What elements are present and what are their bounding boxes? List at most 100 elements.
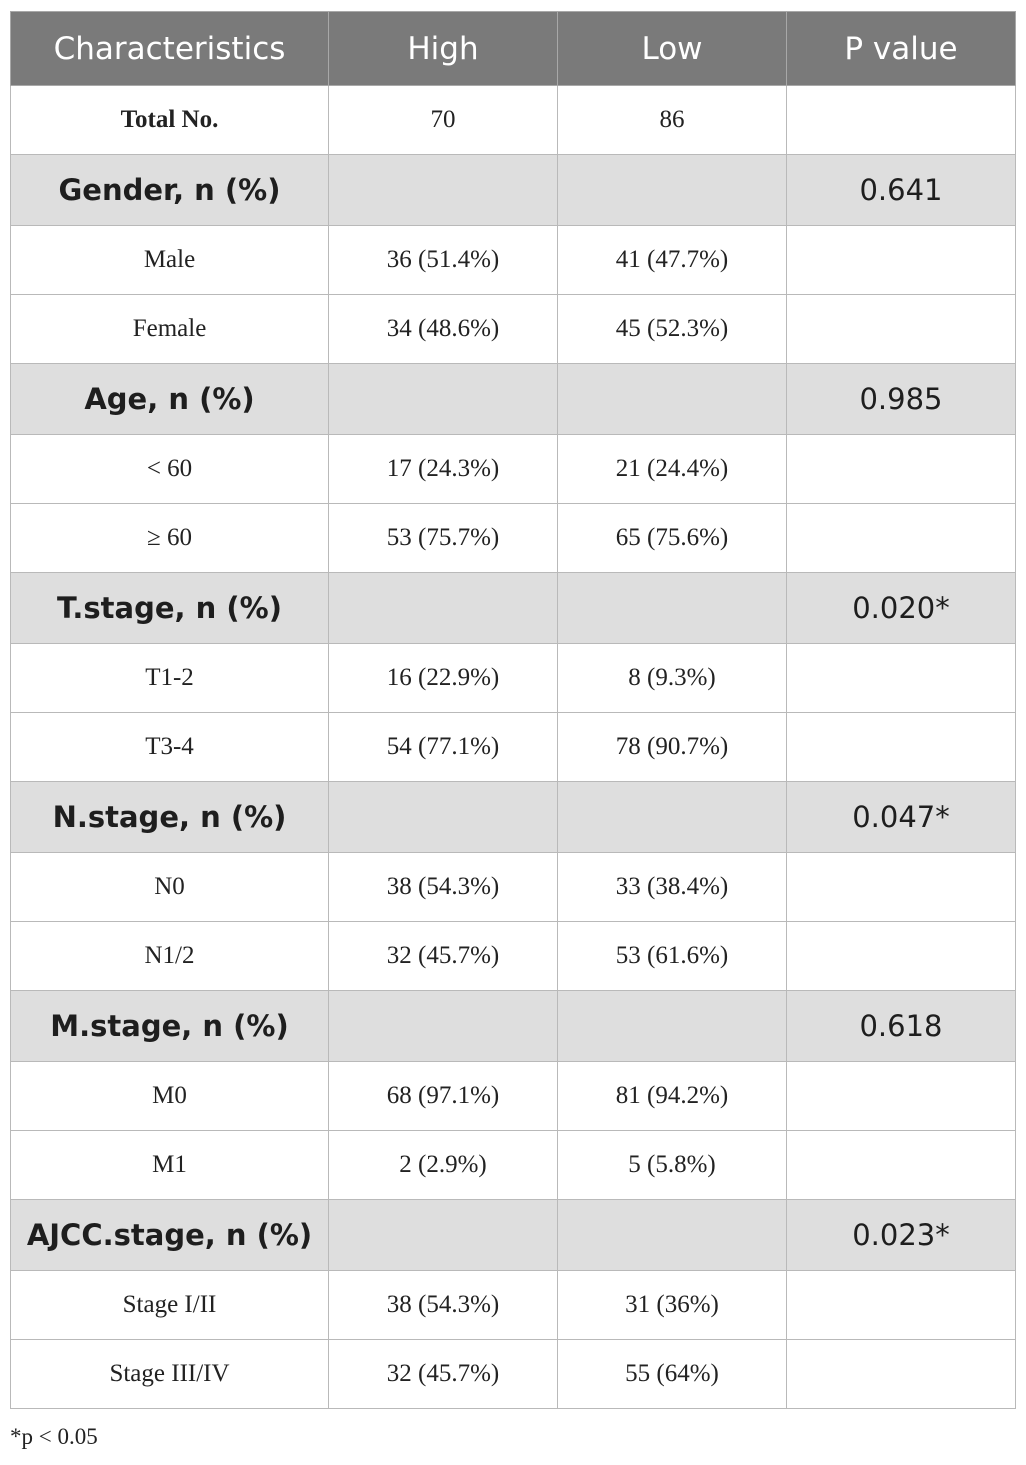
- row-label: Male: [10, 225, 329, 295]
- row-high: 2 (2.9%): [328, 1130, 558, 1200]
- row-high: 68 (97.1%): [328, 1061, 558, 1131]
- row-p-empty: [786, 921, 1016, 991]
- row-high: 53 (75.7%): [328, 503, 558, 573]
- group-p-value: 0.047*: [786, 781, 1016, 853]
- row-high: 38 (54.3%): [328, 852, 558, 922]
- characteristics-table-container: Characteristics High Low P value Total N…: [10, 11, 1016, 1409]
- row-label: N0: [10, 852, 329, 922]
- row-low: 65 (75.6%): [557, 503, 787, 573]
- row-label: T3-4: [10, 712, 329, 782]
- group-row-gender: Gender, n (%) 0.641: [10, 154, 1016, 226]
- total-p: [786, 85, 1016, 155]
- footnote: *p < 0.05: [10, 1424, 98, 1449]
- row-low: 5 (5.8%): [557, 1130, 787, 1200]
- table-row: N0 38 (54.3%) 33 (38.4%): [10, 852, 1016, 922]
- row-low: 31 (36%): [557, 1270, 787, 1340]
- group-label: N.stage, n (%): [10, 781, 329, 853]
- table-row: Male 36 (51.4%) 41 (47.7%): [10, 225, 1016, 295]
- group-high-empty: [328, 363, 558, 435]
- row-p-empty: [786, 225, 1016, 295]
- group-p-value: 0.985: [786, 363, 1016, 435]
- row-p-empty: [786, 1270, 1016, 1340]
- table-row: Stage III/IV 32 (45.7%) 55 (64%): [10, 1339, 1016, 1409]
- table-row: M1 2 (2.9%) 5 (5.8%): [10, 1130, 1016, 1200]
- row-high: 34 (48.6%): [328, 294, 558, 364]
- group-p-value: 0.641: [786, 154, 1016, 226]
- row-high: 32 (45.7%): [328, 921, 558, 991]
- group-label: T.stage, n (%): [10, 572, 329, 644]
- group-low-empty: [557, 154, 787, 226]
- table-row: N1/2 32 (45.7%) 53 (61.6%): [10, 921, 1016, 991]
- row-high: 54 (77.1%): [328, 712, 558, 782]
- row-low: 55 (64%): [557, 1339, 787, 1409]
- table-row: T3-4 54 (77.1%) 78 (90.7%): [10, 712, 1016, 782]
- group-high-empty: [328, 154, 558, 226]
- row-low: 53 (61.6%): [557, 921, 787, 991]
- group-label: AJCC.stage, n (%): [10, 1199, 329, 1271]
- row-p-empty: [786, 294, 1016, 364]
- header-characteristics: Characteristics: [10, 11, 329, 86]
- group-high-empty: [328, 781, 558, 853]
- group-low-empty: [557, 781, 787, 853]
- row-label: M0: [10, 1061, 329, 1131]
- row-high: 17 (24.3%): [328, 434, 558, 504]
- row-label: ≥ 60: [10, 503, 329, 573]
- header-low: Low: [557, 11, 787, 86]
- row-high: 36 (51.4%): [328, 225, 558, 295]
- row-label: < 60: [10, 434, 329, 504]
- total-high: 70: [328, 85, 558, 155]
- row-low: 78 (90.7%): [557, 712, 787, 782]
- row-p-empty: [786, 503, 1016, 573]
- row-high: 32 (45.7%): [328, 1339, 558, 1409]
- row-p-empty: [786, 1339, 1016, 1409]
- row-high: 16 (22.9%): [328, 643, 558, 713]
- group-low-empty: [557, 363, 787, 435]
- row-p-empty: [786, 1061, 1016, 1131]
- row-low: 45 (52.3%): [557, 294, 787, 364]
- row-p-empty: [786, 643, 1016, 713]
- group-p-value: 0.023*: [786, 1199, 1016, 1271]
- group-row-age: Age, n (%) 0.985: [10, 363, 1016, 435]
- group-row-m-stage: M.stage, n (%) 0.618: [10, 990, 1016, 1062]
- group-label: M.stage, n (%): [10, 990, 329, 1062]
- table-row: M0 68 (97.1%) 81 (94.2%): [10, 1061, 1016, 1131]
- group-low-empty: [557, 572, 787, 644]
- group-low-empty: [557, 990, 787, 1062]
- header-high: High: [328, 11, 558, 86]
- total-low: 86: [557, 85, 787, 155]
- row-low: 81 (94.2%): [557, 1061, 787, 1131]
- row-high: 38 (54.3%): [328, 1270, 558, 1340]
- row-p-empty: [786, 1130, 1016, 1200]
- header-p-value: P value: [786, 11, 1016, 86]
- table-body: Total No. 70 86 Gender, n (%) 0.641 Male…: [10, 85, 1016, 1409]
- row-low: 41 (47.7%): [557, 225, 787, 295]
- group-low-empty: [557, 1199, 787, 1271]
- group-high-empty: [328, 1199, 558, 1271]
- row-p-empty: [786, 434, 1016, 504]
- group-row-n-stage: N.stage, n (%) 0.047*: [10, 781, 1016, 853]
- table-row: < 60 17 (24.3%) 21 (24.4%): [10, 434, 1016, 504]
- row-low: 33 (38.4%): [557, 852, 787, 922]
- row-label: N1/2: [10, 921, 329, 991]
- group-label: Gender, n (%): [10, 154, 329, 226]
- group-label: Age, n (%): [10, 363, 329, 435]
- table-row: T1-2 16 (22.9%) 8 (9.3%): [10, 643, 1016, 713]
- row-low: 21 (24.4%): [557, 434, 787, 504]
- table-row: Stage I/II 38 (54.3%) 31 (36%): [10, 1270, 1016, 1340]
- row-low: 8 (9.3%): [557, 643, 787, 713]
- row-label: Stage III/IV: [10, 1339, 329, 1409]
- total-label: Total No.: [10, 85, 329, 155]
- total-row: Total No. 70 86: [10, 85, 1016, 155]
- table-header: Characteristics High Low P value: [10, 11, 1016, 86]
- group-high-empty: [328, 990, 558, 1062]
- group-p-value: 0.618: [786, 990, 1016, 1062]
- group-p-value: 0.020*: [786, 572, 1016, 644]
- row-label: Stage I/II: [10, 1270, 329, 1340]
- header-row: Characteristics High Low P value: [10, 11, 1016, 86]
- group-high-empty: [328, 572, 558, 644]
- row-label: Female: [10, 294, 329, 364]
- row-label: T1-2: [10, 643, 329, 713]
- row-label: M1: [10, 1130, 329, 1200]
- characteristics-table: Characteristics High Low P value Total N…: [10, 11, 1016, 1409]
- table-row: Female 34 (48.6%) 45 (52.3%): [10, 294, 1016, 364]
